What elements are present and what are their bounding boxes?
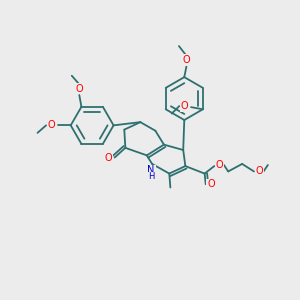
Text: H: H [148, 172, 154, 181]
Text: O: O [76, 84, 83, 94]
Text: O: O [256, 167, 263, 176]
Text: O: O [48, 120, 55, 130]
Text: O: O [207, 179, 215, 189]
Text: O: O [104, 152, 112, 163]
Text: N: N [147, 165, 155, 176]
Text: O: O [216, 160, 224, 170]
Text: O: O [181, 101, 188, 111]
Text: O: O [183, 55, 190, 65]
